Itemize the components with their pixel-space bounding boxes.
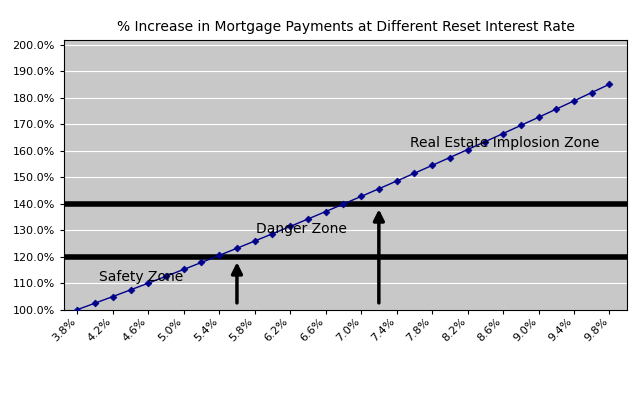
Text: Safety Zone: Safety Zone (99, 270, 184, 283)
Text: Danger Zone: Danger Zone (257, 222, 348, 236)
Title: % Increase in Mortgage Payments at Different Reset Interest Rate: % Increase in Mortgage Payments at Diffe… (116, 20, 575, 35)
Text: Real Estate Implosion Zone: Real Estate Implosion Zone (410, 136, 599, 150)
